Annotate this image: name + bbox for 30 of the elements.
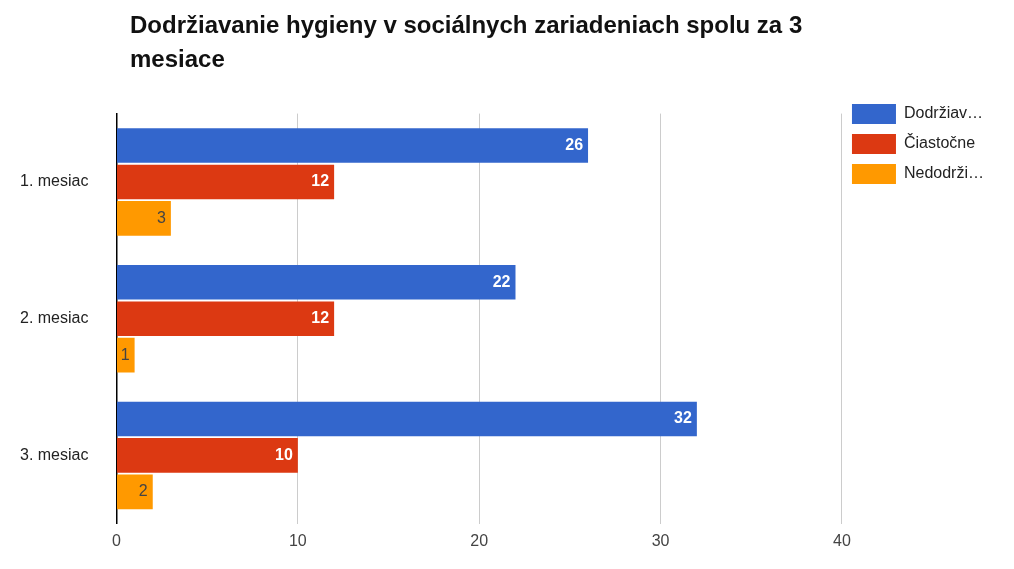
data-label: 2 [138,482,148,500]
x-tick-label: 20 [470,531,489,549]
bar [116,128,589,163]
x-tick-label: 30 [651,531,670,549]
data-label: 12 [311,309,330,327]
x-tick-label: 40 [833,531,851,549]
bar [116,264,516,300]
bar [116,201,171,236]
data-label: 22 [492,272,511,290]
chart-title: Dodržiavanie hygieny v sociálnych zariadeniach spolu za 3 mesiace [130,10,804,74]
data-label: 32 [674,409,692,427]
data-label: 10 [275,445,293,463]
x-tick-label: 0 [112,531,122,549]
bar [116,474,153,510]
y-tick-label: 3. mesiac [20,445,89,463]
bar [116,337,135,373]
x-tick-label: 10 [288,531,307,549]
data-label: 1 [120,345,130,363]
legend-label: Nedodrži… [903,164,984,182]
bar [116,164,335,200]
data-label: 26 [565,135,584,153]
legend-label: Čiastočne [903,133,976,152]
y-tick-label: 1. mesiac [20,172,89,190]
data-label: 12 [311,172,330,190]
bar [116,438,298,473]
y-tick-label: 2. mesiac [20,309,89,327]
bar [116,401,697,437]
legend-label: Dodržiav… [903,104,984,122]
bar [116,301,335,337]
data-label: 3 [156,208,166,226]
